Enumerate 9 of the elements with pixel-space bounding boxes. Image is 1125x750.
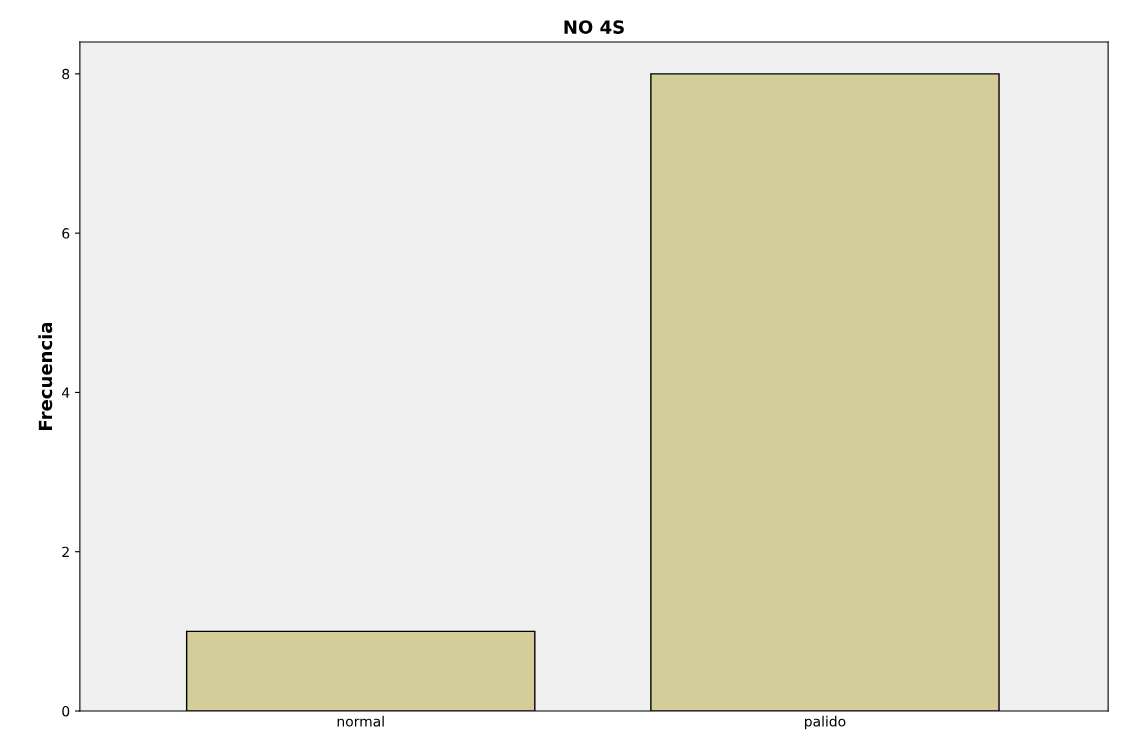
y-axis-title: Frecuencia [38,322,53,430]
y-tick-label: 4 [62,387,70,398]
chart-title: NO 4S [564,20,624,34]
x-tick-label: palido [805,715,846,730]
x-tick-label: normal [337,715,384,727]
y-tick-label: 2 [62,546,69,557]
y-tick-label: 8 [62,68,70,80]
y-tick-label: 6 [62,228,70,239]
y-tick-label: 0 [62,705,70,717]
